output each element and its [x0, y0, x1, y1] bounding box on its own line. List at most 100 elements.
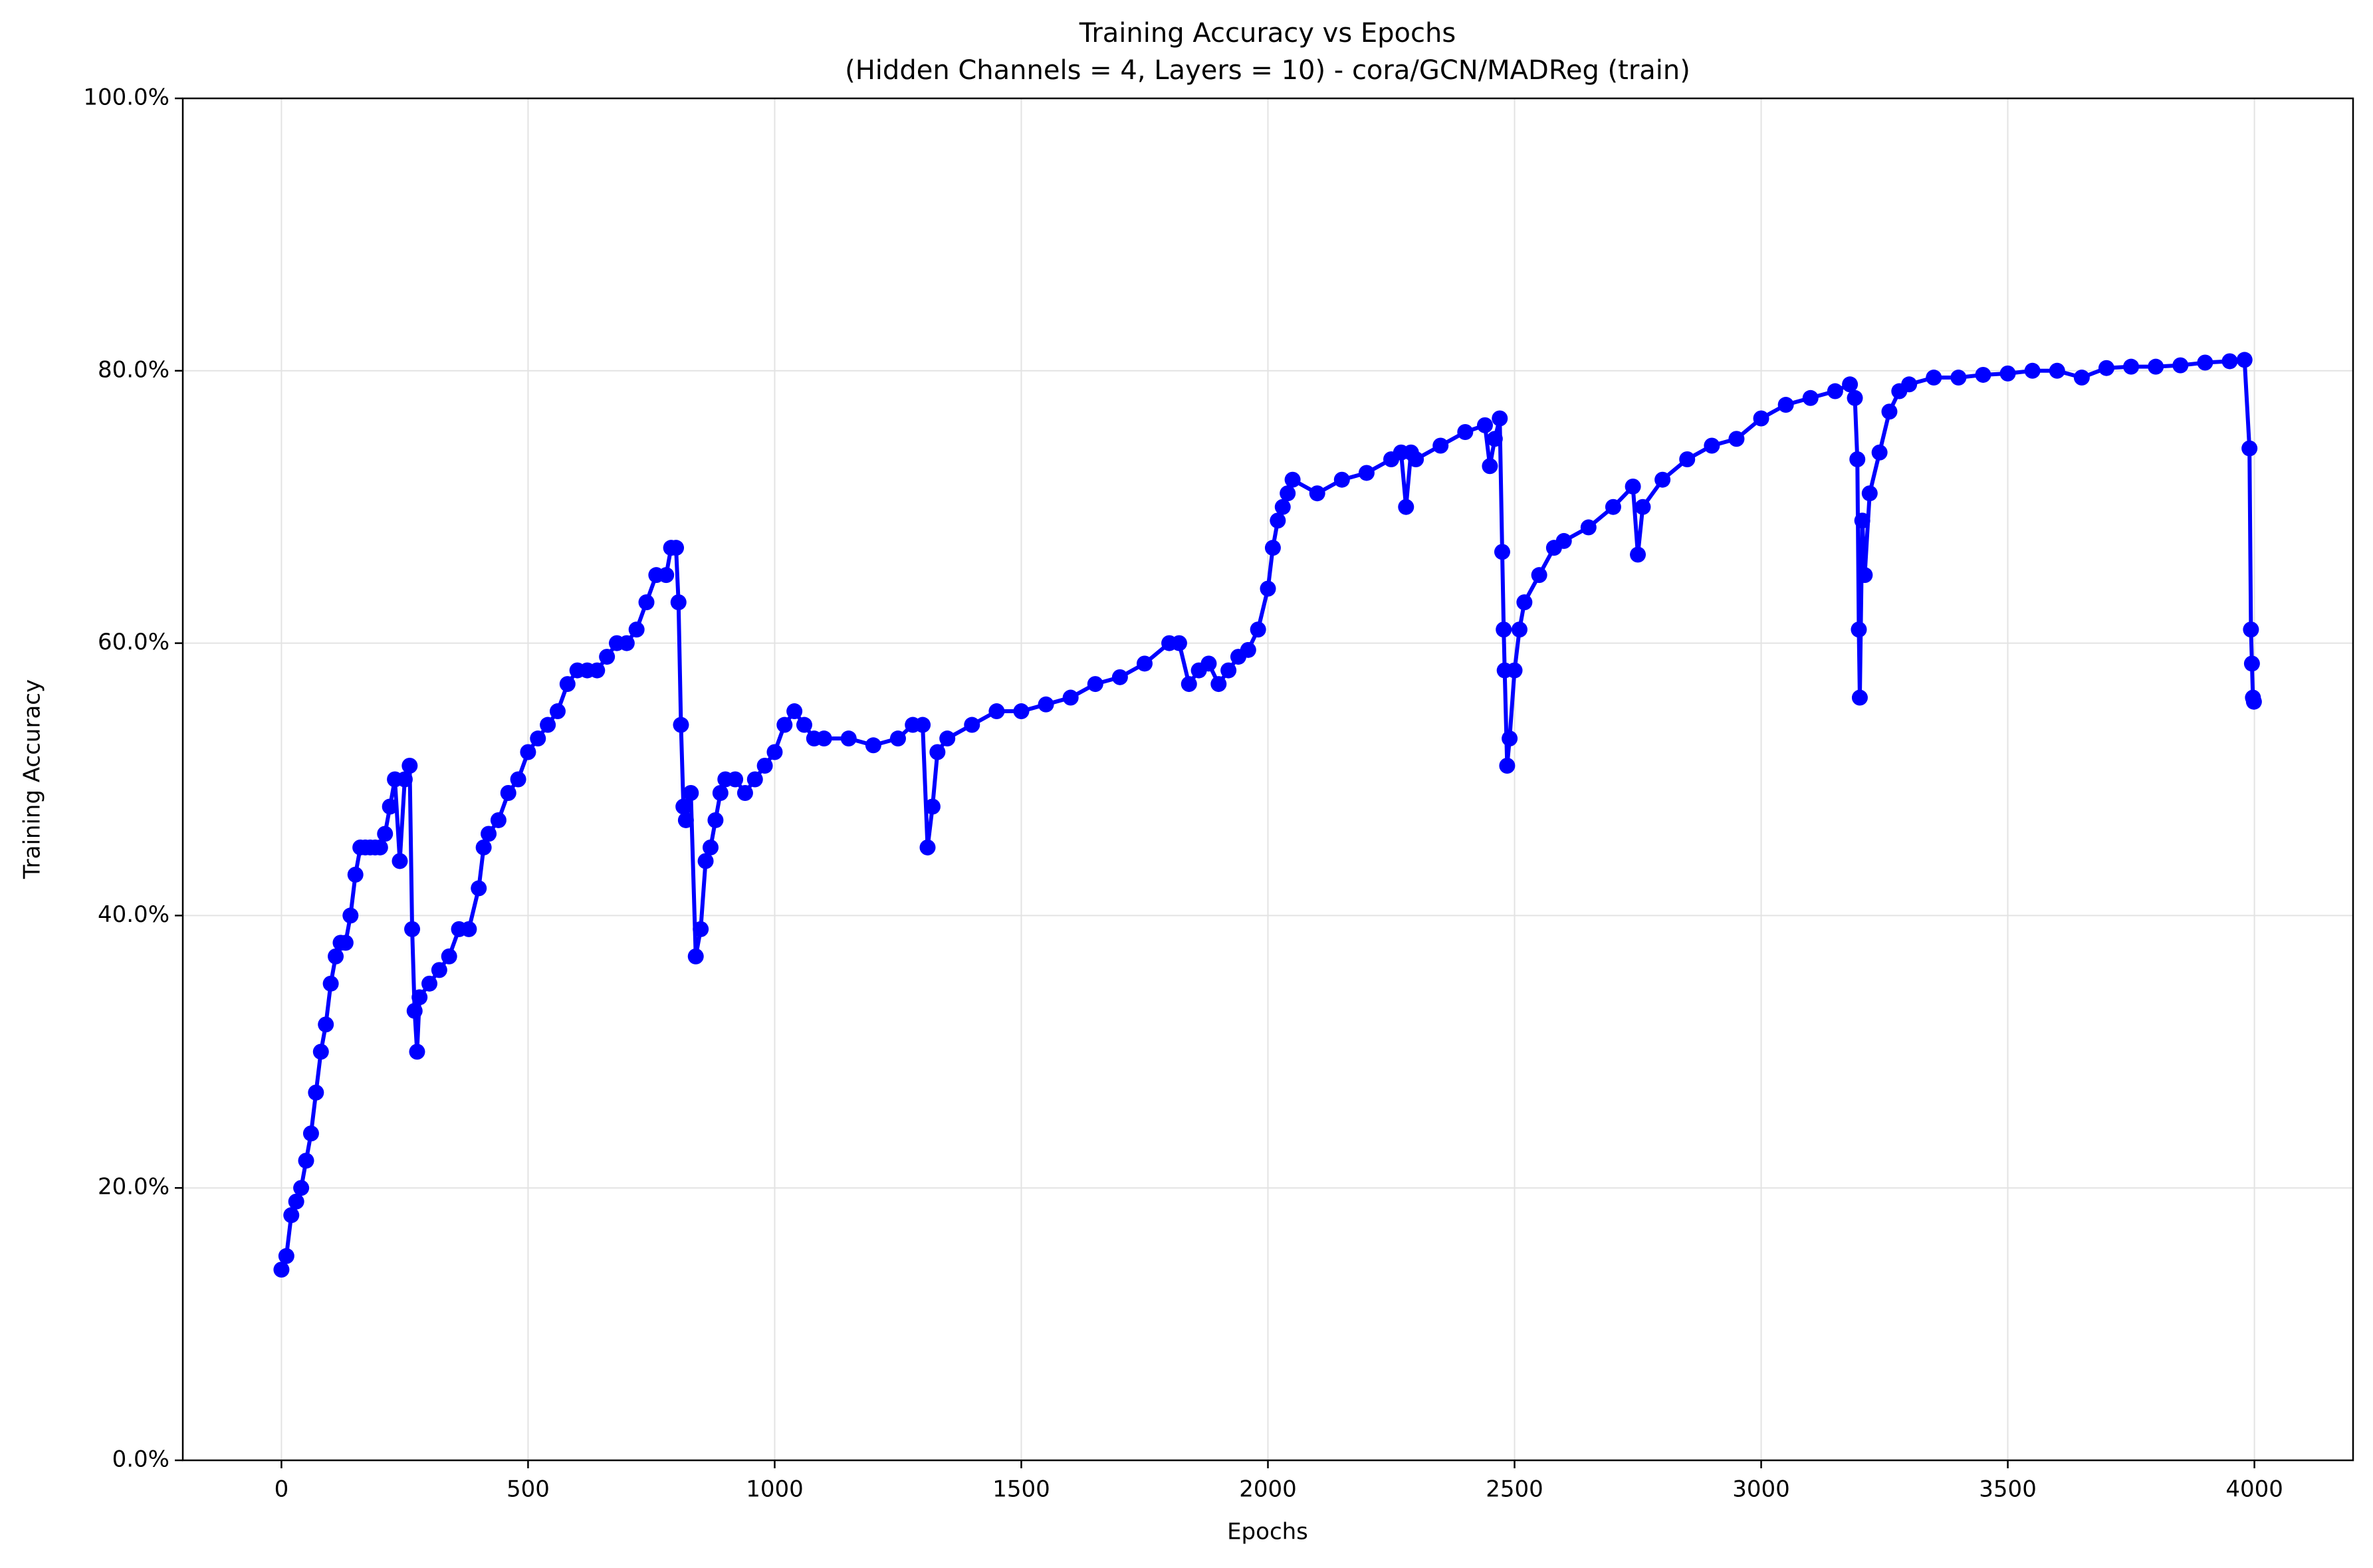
y-tick-label: 20.0% [98, 1174, 170, 1200]
data-point [308, 1084, 324, 1101]
data-point [1704, 437, 1720, 454]
data-point [840, 730, 857, 747]
data-point [1482, 458, 1498, 475]
data-point [409, 1044, 425, 1060]
data-point [1827, 383, 1843, 399]
data-point [786, 703, 803, 720]
data-point [471, 880, 487, 897]
chart-title: Training Accuracy vs Epochs [1079, 18, 1456, 49]
data-point [1136, 655, 1153, 672]
data-point [322, 975, 339, 992]
data-point [2243, 655, 2260, 672]
data-point [1250, 621, 1266, 638]
data-point [500, 784, 516, 801]
data-point [431, 962, 447, 978]
y-tick-label: 0.0% [112, 1446, 170, 1473]
x-axis-label: Epochs [1227, 1519, 1308, 1545]
data-point [1857, 567, 1873, 584]
data-point [347, 866, 364, 883]
data-point [1871, 444, 1888, 461]
y-tick-label: 60.0% [98, 629, 170, 655]
data-point [1531, 567, 1547, 584]
data-point [1861, 485, 1878, 502]
data-point [915, 717, 931, 733]
data-point [273, 1262, 290, 1278]
data-point [638, 594, 655, 611]
data-point [302, 1125, 319, 1142]
data-point [2148, 358, 2164, 375]
data-point [530, 730, 546, 747]
data-point [337, 935, 354, 951]
data-point [693, 921, 709, 937]
data-point [421, 975, 438, 992]
data-point [1516, 594, 1533, 611]
data-point [1284, 471, 1301, 488]
x-tick-label: 2000 [1239, 1476, 1297, 1503]
data-point [865, 737, 881, 754]
data-point [1111, 669, 1128, 685]
data-point [2049, 362, 2065, 379]
data-point [382, 798, 398, 815]
y-tick-label: 40.0% [98, 901, 170, 928]
data-point [1975, 366, 1991, 383]
data-point [1555, 532, 1572, 549]
data-point [796, 717, 812, 733]
data-point [481, 826, 497, 842]
data-point [2236, 352, 2253, 368]
data-point [2221, 353, 2238, 370]
data-point [1999, 365, 2016, 382]
data-point [687, 948, 704, 964]
data-point [1220, 662, 1237, 679]
data-point [1210, 676, 1227, 693]
data-point [683, 784, 699, 801]
data-point [1200, 655, 1217, 672]
x-tick-label: 4000 [2225, 1476, 2283, 1503]
data-point [1408, 451, 1424, 467]
data-point [658, 567, 675, 584]
x-tick-label: 500 [507, 1476, 550, 1503]
data-point [707, 812, 724, 828]
data-point [988, 703, 1005, 720]
data-point [766, 744, 783, 760]
data-point [401, 758, 418, 774]
data-point [589, 662, 606, 679]
data-point [1849, 451, 1866, 467]
data-point [964, 717, 980, 733]
data-point [668, 540, 685, 556]
grid [183, 98, 2353, 1461]
data-point [746, 771, 763, 788]
data-point [2073, 370, 2090, 386]
data-point [1270, 512, 1286, 529]
x-tick-label: 0 [275, 1476, 289, 1503]
data-point [1635, 499, 1651, 515]
data-point [2241, 440, 2258, 457]
data-point [816, 730, 832, 747]
data-point [1926, 370, 1942, 386]
data-point [396, 771, 413, 788]
data-point [1264, 540, 1281, 556]
data-point [2024, 362, 2041, 379]
data-point [2172, 357, 2189, 374]
data-point [411, 989, 428, 1006]
data-point [1494, 544, 1510, 560]
data-point [2098, 360, 2114, 376]
data-point [1950, 370, 1967, 386]
data-point [328, 948, 344, 964]
data-point [1847, 390, 1863, 406]
data-point [278, 1248, 294, 1264]
y-axis-label: Training Accuracy [19, 679, 46, 879]
data-point [1851, 621, 1867, 638]
data-point [1511, 621, 1527, 638]
data-point [1398, 499, 1414, 515]
data-point [675, 798, 692, 815]
data-point [677, 812, 694, 828]
data-point [727, 771, 744, 788]
data-point [1333, 471, 1350, 488]
data-point [1753, 410, 1769, 427]
data-point [1274, 499, 1291, 515]
data-point [2243, 621, 2259, 638]
chart-subtitle: (Hidden Channels = 4, Layers = 10) - cor… [845, 55, 1690, 86]
x-tick-label: 2500 [1486, 1476, 1543, 1503]
